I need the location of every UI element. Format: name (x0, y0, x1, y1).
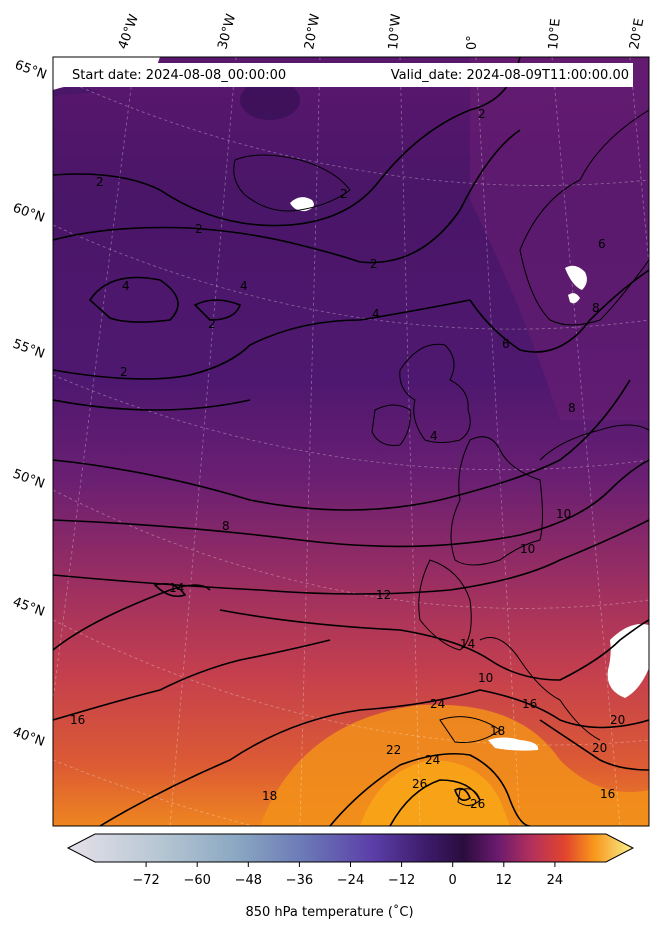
colorbar-tick-label: 24 (547, 873, 564, 888)
lat-label: 55°N (11, 337, 47, 362)
valid-date-label: Valid_date: 2024-08-09T11:00:00.00 (391, 68, 629, 83)
longitude-labels: 40°W 30°W 20°W 10°W 0° 10°E 20°E (116, 12, 648, 51)
contour-label: 4 (122, 279, 130, 293)
colorbar-tick-label: 0 (449, 873, 457, 888)
latitude-labels: 65°N 60°N 55°N 50°N 45°N 40°N (11, 58, 49, 750)
colorbar-tick-label: −12 (388, 873, 415, 888)
contour-label: 26 (470, 797, 485, 811)
lon-label: 30°W (215, 12, 239, 51)
contour-labels: 2 2 2 2 2 2 2 4 4 4 4 6 6 8 8 8 10 10 10… (70, 107, 625, 811)
contour-label: 18 (490, 724, 505, 738)
contour-label: 2 (370, 257, 378, 271)
colorbar-tick-label: −48 (235, 873, 262, 888)
contour-label: 10 (556, 507, 571, 521)
map-frame (52, 56, 650, 827)
lon-label: 0° (465, 35, 480, 50)
colorbar-tick-label: −36 (286, 873, 313, 888)
contour-label: 26 (412, 777, 427, 791)
contour-label: 2 (96, 175, 104, 189)
contour-label: 2 (478, 107, 486, 121)
contour-label: 2 (120, 365, 128, 379)
lon-label: 10°E (546, 18, 564, 50)
lat-label: 40°N (11, 725, 47, 750)
lon-label: 40°W (116, 12, 142, 51)
contour-label: 16 (600, 787, 615, 801)
contour-label: 2 (208, 317, 216, 331)
contour-label: 18 (262, 789, 277, 803)
lon-label: 20°E (627, 17, 647, 50)
contour-label: 4 (240, 279, 248, 293)
contour-label: 20 (610, 713, 625, 727)
contour-label: 6 (502, 337, 510, 351)
colorbar: −72 −60 −48 −36 −24 −12 0 12 24 (66, 833, 635, 888)
contour-label: 8 (568, 401, 576, 415)
lat-label: 45°N (11, 595, 47, 620)
graticule (53, 57, 649, 826)
lon-label: 10°W (386, 13, 404, 50)
contour-label: 6 (598, 237, 606, 251)
colorbar-title: 850 hPa temperature (˚C) (245, 905, 414, 920)
coastlines (233, 109, 649, 806)
contour-label: 24 (425, 753, 440, 767)
colorbar-tick-label: 12 (496, 873, 513, 888)
colorbar-tick-label: −24 (337, 873, 364, 888)
lat-label: 65°N (13, 58, 49, 83)
colorbar-tick-label: −72 (132, 873, 159, 888)
contour-label: 8 (222, 519, 230, 533)
contour-label: 14 (169, 581, 184, 595)
contour-label: 20 (592, 741, 607, 755)
colorbar-ticks: −72 −60 −48 −36 −24 −12 0 12 24 (132, 862, 563, 888)
contour-label: 24 (430, 697, 445, 711)
contour-label: 10 (520, 542, 535, 556)
contour-label: 2 (195, 222, 203, 236)
contour-label: 4 (430, 429, 438, 443)
start-date-label: Start date: 2024-08-08_00:00:00 (72, 68, 286, 83)
colorbar-bar (66, 833, 635, 863)
contour-label: 12 (376, 588, 391, 602)
temperature-field: 2 2 2 2 2 2 2 4 4 4 4 6 6 8 8 8 10 10 10… (53, 57, 649, 826)
header-box (63, 63, 633, 87)
contour-label: 2 (340, 187, 348, 201)
contour-label: 14 (460, 637, 475, 651)
isotherm-contours (53, 57, 649, 826)
contour-label: 10 (478, 671, 493, 685)
lon-label: 20°W (302, 13, 323, 51)
contour-label: 16 (70, 713, 85, 727)
contour-label: 22 (386, 743, 401, 757)
colorbar-tick-label: −60 (183, 873, 210, 888)
contour-label: 4 (372, 307, 380, 321)
lat-label: 60°N (11, 201, 47, 226)
lat-label: 50°N (11, 467, 47, 492)
contour-label: 8 (592, 301, 600, 315)
contour-label: 16 (522, 697, 537, 711)
